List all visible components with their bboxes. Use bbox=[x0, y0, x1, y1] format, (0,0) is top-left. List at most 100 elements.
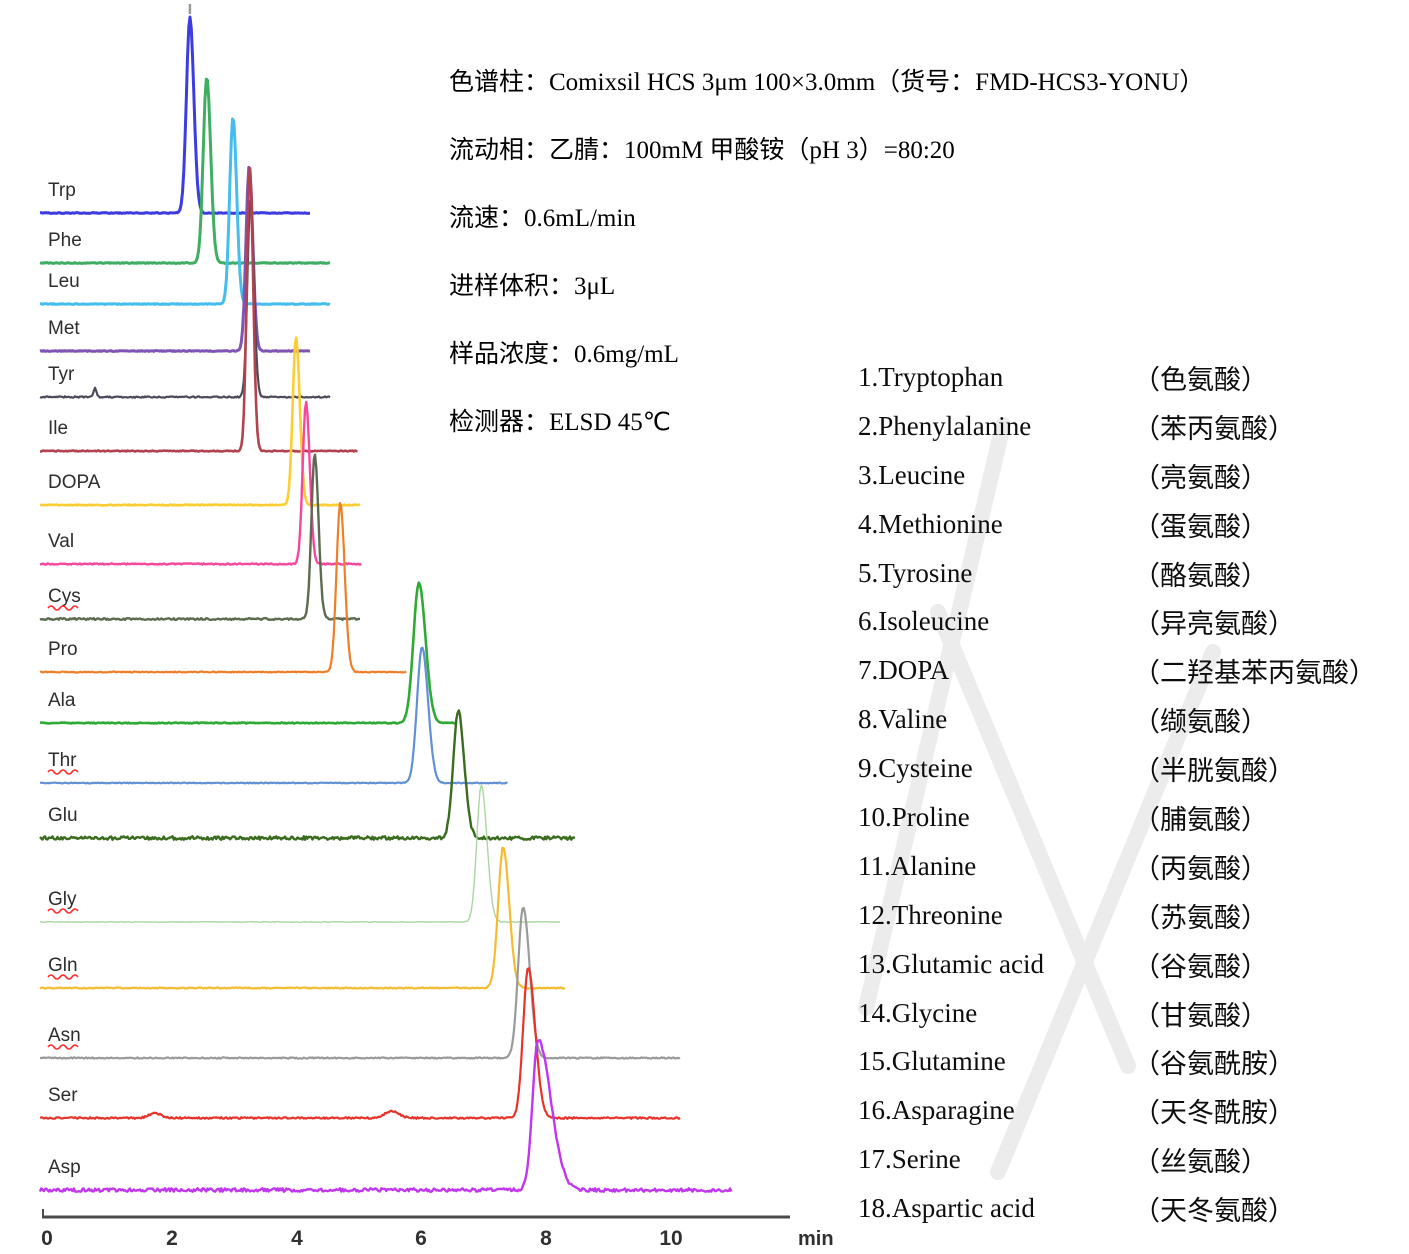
x-tick-label: 10 bbox=[659, 1227, 682, 1250]
legend-item-en: 3.Leucine bbox=[858, 459, 966, 490]
legend-item: 8.Valine （缬氨酸） bbox=[858, 695, 1376, 744]
trace-asp bbox=[38, 1038, 733, 1193]
trace-label-asp: Asp bbox=[48, 1157, 81, 1178]
legend-item: 2.Phenylalanine （苯丙氨酸） bbox=[858, 402, 1376, 451]
legend-item-en: 2.Phenylalanine bbox=[858, 410, 1032, 441]
legend-item: 1.Tryptophan （色氨酸） bbox=[858, 353, 1376, 402]
watermark-line bbox=[930, 604, 1136, 1074]
trace-label-gln: Gln bbox=[48, 955, 78, 976]
legend-item: 5.Tyrosine （酪氨酸） bbox=[858, 549, 1376, 598]
legend-item-en: 17.Serine bbox=[858, 1144, 961, 1175]
legend-item-en: 14.Glycine bbox=[858, 997, 978, 1028]
legend-item-zh: （酪氨酸） bbox=[1133, 560, 1268, 591]
legend-item-en: 16.Asparagine bbox=[858, 1095, 1015, 1126]
legend-item: 18.Aspartic acid （天冬氨酸） bbox=[858, 1184, 1376, 1233]
trace-label-val: Val bbox=[48, 531, 74, 552]
legend-item: 12.Threonine （苏氨酸） bbox=[858, 891, 1376, 940]
trace-pro bbox=[39, 502, 407, 674]
legend-item: 16.Asparagine （天冬酰胺） bbox=[858, 1086, 1376, 1135]
legend-item-en: 9.Cysteine bbox=[858, 753, 973, 784]
x-tick-label: 6 bbox=[415, 1227, 427, 1250]
trace-ile bbox=[39, 166, 358, 453]
legend-item-zh: （丙氨酸） bbox=[1133, 853, 1268, 884]
legend-item-zh: （苏氨酸） bbox=[1133, 902, 1268, 933]
trace-met bbox=[39, 165, 311, 353]
trace-leu bbox=[39, 117, 331, 306]
legend-block: 1.Tryptophan （色氨酸） 2.Phenylalanine （苯丙氨酸） 3.… bbox=[858, 353, 1376, 1233]
spellcheck-squiggle bbox=[47, 974, 79, 980]
legend-item-zh: （天冬氨酸） bbox=[1133, 1196, 1295, 1227]
trace-label-gly: Gly bbox=[48, 889, 77, 910]
legend-item-zh: （色氨酸） bbox=[1133, 364, 1268, 395]
legend-item-zh: （二羟基苯丙氨酸） bbox=[1133, 658, 1376, 689]
spellcheck-squiggle bbox=[47, 908, 79, 914]
legend-item-en: 15.Glutamine bbox=[858, 1046, 1006, 1077]
legend-item-zh: （谷氨酰胺） bbox=[1133, 1049, 1295, 1080]
legend-item-zh: （丝氨酸） bbox=[1133, 1147, 1268, 1178]
trace-label-trp: Trp bbox=[48, 180, 76, 201]
watermark-line bbox=[858, 417, 1011, 1016]
legend-item-en: 7.DOPA bbox=[858, 655, 950, 686]
condition-line: 流动相：乙腈：100mM 甲酸铵（pH 3）=80:20 bbox=[449, 137, 955, 164]
legend-item: 17.Serine （丝氨酸） bbox=[858, 1135, 1376, 1184]
x-tick-label: 4 bbox=[291, 1227, 303, 1250]
legend-item-en: 6.Isoleucine bbox=[858, 606, 990, 637]
condition-line: 色谱柱：Comixsil HCS 3μm 100×3.0mm（货号：FMD-HC… bbox=[449, 69, 1205, 96]
legend-item: 15.Glutamine （谷氨酰胺） bbox=[858, 1037, 1376, 1086]
legend-item-en: 1.Tryptophan bbox=[858, 361, 1004, 392]
trace-label-pro: Pro bbox=[48, 639, 78, 660]
legend-item: 6.Isoleucine （异亮氨酸） bbox=[858, 597, 1376, 646]
trace-thr bbox=[39, 646, 508, 785]
legend-item-en: 4.Methionine bbox=[858, 508, 1003, 539]
x-tick-label: 8 bbox=[540, 1227, 552, 1250]
trace-gln bbox=[39, 846, 566, 990]
condition-line: 样品浓度：0.6mg/mL bbox=[449, 341, 679, 368]
legend-item-en: 11.Alanine bbox=[858, 850, 977, 881]
spellcheck-squiggle bbox=[47, 769, 79, 775]
trace-label-met: Met bbox=[48, 318, 80, 339]
trace-label-tyr: Tyr bbox=[48, 364, 75, 385]
legend-item-en: 12.Threonine bbox=[858, 899, 1003, 930]
trace-label-leu: Leu bbox=[48, 271, 80, 292]
legend-item-zh: （谷氨酸） bbox=[1133, 951, 1268, 982]
spellcheck-squiggle bbox=[47, 605, 79, 611]
legend-item-zh: （缬氨酸） bbox=[1133, 707, 1268, 738]
legend-item-zh: （蛋氨酸） bbox=[1133, 511, 1268, 542]
legend-item-en: 10.Proline bbox=[858, 801, 970, 832]
trace-gly bbox=[39, 784, 561, 923]
trace-label-ala: Ala bbox=[48, 690, 76, 711]
trace-phe bbox=[39, 77, 331, 265]
legend-item-en: 13.Glutamic acid bbox=[858, 948, 1044, 979]
trace-label-asn: Asn bbox=[48, 1025, 81, 1046]
legend-item-zh: （甘氨酸） bbox=[1133, 1000, 1268, 1031]
legend-item-zh: （亮氨酸） bbox=[1133, 462, 1268, 493]
watermark-line bbox=[990, 644, 1221, 1180]
trace-val bbox=[39, 400, 362, 566]
trace-label-ser: Ser bbox=[48, 1085, 78, 1106]
legend-item-zh: （脯氨酸） bbox=[1133, 804, 1268, 835]
legend-item: 14.Glycine （甘氨酸） bbox=[858, 989, 1376, 1038]
legend-item: 4.Methionine （蛋氨酸） bbox=[858, 500, 1376, 549]
trace-trp bbox=[39, 15, 311, 215]
legend-item-zh: （天冬酰胺） bbox=[1133, 1098, 1295, 1129]
conditions-block: 色谱柱：Comixsil HCS 3μm 100×3.0mm（货号：FMD-HC… bbox=[449, 70, 1204, 478]
legend-item: 10.Proline （脯氨酸） bbox=[858, 793, 1376, 842]
trace-ser bbox=[39, 967, 681, 1120]
x-tick-label: 2 bbox=[166, 1227, 178, 1250]
trace-label-thr: Thr bbox=[48, 750, 77, 771]
legend-item: 3.Leucine （亮氨酸） bbox=[858, 451, 1376, 500]
legend-item-en: 8.Valine bbox=[858, 704, 948, 735]
legend-item: 11.Alanine （丙氨酸） bbox=[858, 842, 1376, 891]
trace-cys bbox=[39, 453, 360, 622]
trace-dopa bbox=[39, 336, 361, 507]
trace-tyr bbox=[39, 200, 331, 399]
trace-label-dopa: DOPA bbox=[48, 472, 101, 493]
legend-item-zh: （异亮氨酸） bbox=[1133, 609, 1295, 640]
spellcheck-squiggle bbox=[47, 1044, 79, 1050]
trace-label-phe: Phe bbox=[48, 230, 82, 251]
condition-line: 进样体积：3μL bbox=[449, 273, 616, 300]
x-axis-unit-label: min bbox=[798, 1228, 834, 1250]
legend-item-zh: （半胱氨酸） bbox=[1133, 756, 1295, 787]
